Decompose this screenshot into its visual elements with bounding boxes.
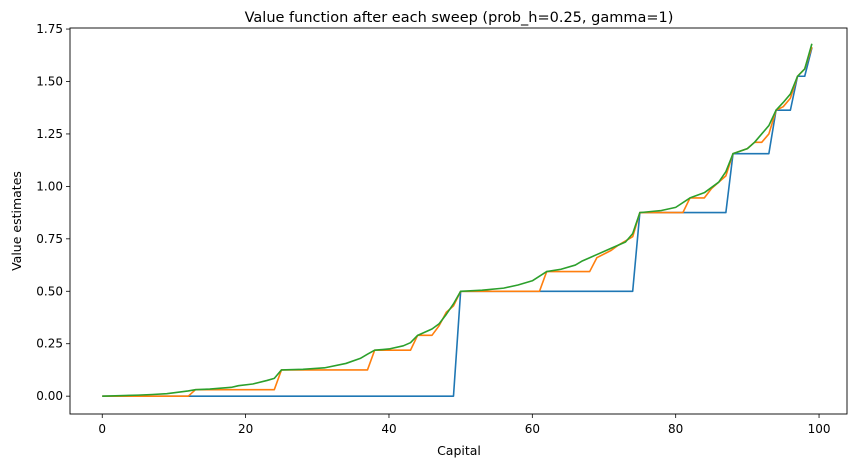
y-tick-label: 1.75 (36, 22, 63, 36)
y-axis-ticks: 0.00 0.25 0.50 0.75 1.00 1.25 1.50 1.75 (36, 22, 70, 403)
y-tick-label: 1.00 (36, 179, 63, 193)
x-tick-label: 60 (525, 422, 540, 436)
y-tick-label: 1.25 (36, 127, 63, 141)
x-tick-label: 0 (98, 422, 106, 436)
x-axis-ticks: 0 20 40 60 80 100 (98, 414, 830, 436)
chart-title: Value function after each sweep (prob_h=… (245, 10, 674, 26)
y-axis-label: Value estimates (9, 171, 24, 271)
series-line-3 (102, 43, 813, 397)
plot-frame (69, 27, 848, 415)
y-tick-label: 0.50 (36, 284, 63, 298)
y-tick-label: 1.50 (36, 74, 63, 88)
x-tick-label: 20 (238, 422, 253, 436)
x-tick-label: 100 (808, 422, 831, 436)
plot-lines (102, 43, 813, 397)
x-axis-label: Capital (437, 443, 481, 458)
y-tick-label: 0.75 (36, 232, 63, 246)
x-tick-label: 40 (381, 422, 396, 436)
y-tick-label: 0.25 (36, 337, 63, 351)
x-tick-label: 80 (668, 422, 683, 436)
y-tick-label: 0.00 (36, 389, 63, 403)
